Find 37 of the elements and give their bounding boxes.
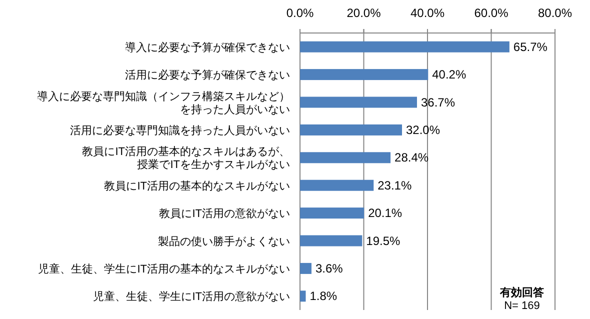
data-label: 28.4%	[394, 150, 429, 165]
x-tick-label: 0.0%	[286, 6, 314, 20]
data-label: 36.7%	[420, 95, 456, 110]
annotation: 有効回答	[499, 286, 545, 299]
data-label: 65.7%	[513, 40, 548, 54]
data-label: 1.8%	[310, 289, 338, 304]
bar	[300, 208, 364, 219]
y-tick-label: 製品の使い勝手がよくない	[158, 234, 290, 248]
y-tick-label: 児童、生徒、学生にIT活用の基本的なスキルがない	[38, 262, 290, 276]
bar	[300, 152, 391, 164]
x-tick-label: 20.0%	[346, 6, 382, 20]
data-label: 40.2%	[432, 68, 466, 82]
y-tick-label: 教員にIT活用の基本的なスキルがない	[104, 179, 290, 192]
annotation: N= 169	[504, 300, 540, 312]
bar	[300, 180, 374, 191]
bar	[300, 124, 402, 136]
data-label: 19.5%	[366, 234, 401, 248]
bar	[300, 96, 417, 108]
data-label: 20.1%	[368, 206, 402, 220]
bar	[300, 69, 428, 80]
data-label: 32.0%	[406, 122, 440, 137]
y-tick-label: 教員にIT活用の基本的なスキルはあるが、授業でITを生かすスキルがない	[82, 145, 290, 172]
y-tick-label: 導入に必要な予算が確保できない	[125, 40, 290, 54]
y-tick-label: 活用に必要な専門知識を持った人員がいない	[70, 124, 290, 137]
bar	[300, 290, 306, 302]
data-label: 23.1%	[378, 178, 412, 192]
bar	[300, 235, 362, 246]
y-tick-label: 教員にIT活用の意欲がない	[159, 207, 290, 220]
data-label: 3.6%	[315, 261, 344, 276]
x-tick-label: 40.0%	[410, 6, 445, 20]
bar	[300, 41, 510, 52]
x-tick-label: 80.0%	[538, 6, 572, 20]
y-tick-label: 児童、生徒、学生にIT活用の意欲がない	[93, 290, 290, 304]
y-tick-label: 活用に必要な予算が確保できない	[125, 68, 290, 82]
bar	[300, 262, 312, 274]
x-tick-label: 60.0%	[474, 6, 509, 20]
y-tick-label: 導入に必要な専門知識（インフラ構築スキルなど）を持った人員がいない	[37, 90, 290, 116]
